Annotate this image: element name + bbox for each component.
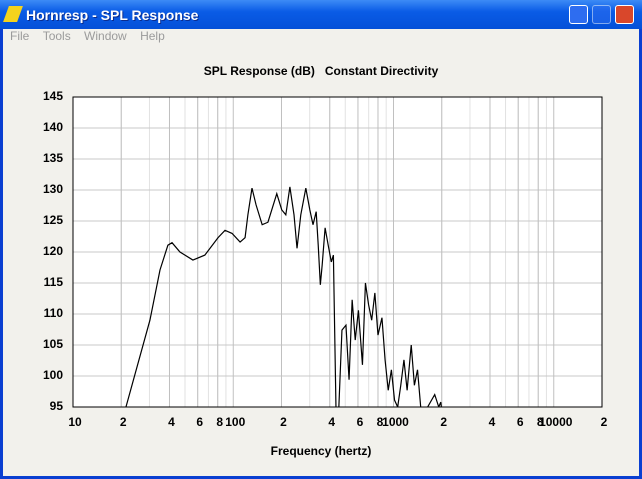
spl-line — [125, 186, 442, 407]
y-tick-label: 115 — [44, 275, 64, 289]
y-tick-label: 110 — [44, 306, 64, 320]
title-bar: Hornresp - SPL Response — [0, 0, 642, 29]
y-tick-label: 135 — [43, 151, 63, 165]
x-tick-label: 4 — [168, 415, 175, 429]
y-tick-label: 130 — [43, 182, 63, 196]
x-tick-label: 6 — [196, 415, 203, 429]
menu-item[interactable]: File — [10, 29, 30, 43]
y-tick-label: 145 — [43, 89, 63, 103]
x-tick-label: 8 — [377, 415, 384, 429]
y-tick-label: 105 — [43, 337, 63, 351]
x-tick-label: 2 — [440, 415, 447, 429]
y-tick-label: 120 — [43, 244, 63, 258]
x-tick-label: 4 — [328, 415, 335, 429]
y-tick-label: 140 — [43, 120, 63, 134]
window-title: Hornresp - SPL Response — [26, 7, 199, 23]
y-tick-label: 100 — [43, 368, 63, 382]
x-tick-label: 10 — [68, 415, 82, 429]
maximize-button — [592, 5, 611, 24]
chart-title: SPL Response (dB) Constant Directivity — [204, 64, 439, 78]
x-tick-label: 100 — [225, 415, 245, 429]
x-tick-label: 2 — [120, 415, 127, 429]
x-axis-label: Frequency (hertz) — [271, 444, 372, 458]
y-tick-label: 95 — [50, 399, 64, 413]
menu-item[interactable]: Window — [84, 29, 127, 43]
x-tick-label: 2 — [280, 415, 287, 429]
x-tick-label: 8 — [216, 415, 223, 429]
close-button[interactable] — [615, 5, 634, 24]
x-tick-label: 10000 — [539, 415, 573, 429]
x-tick-label: 2 — [601, 415, 608, 429]
menu-bar: File Tools Window Help — [3, 29, 168, 47]
x-tick-label: 6 — [357, 415, 364, 429]
x-tick-label: 6 — [517, 415, 524, 429]
y-tick-label: 125 — [43, 213, 63, 227]
x-tick-label: 8 — [537, 415, 544, 429]
x-tick-label: 4 — [489, 415, 496, 429]
menu-item[interactable]: Tools — [42, 29, 71, 43]
x-tick-label: 1000 — [382, 415, 409, 429]
minimize-button[interactable] — [569, 5, 588, 24]
plot-frame — [72, 96, 603, 408]
menu-item[interactable]: Help — [140, 29, 165, 43]
